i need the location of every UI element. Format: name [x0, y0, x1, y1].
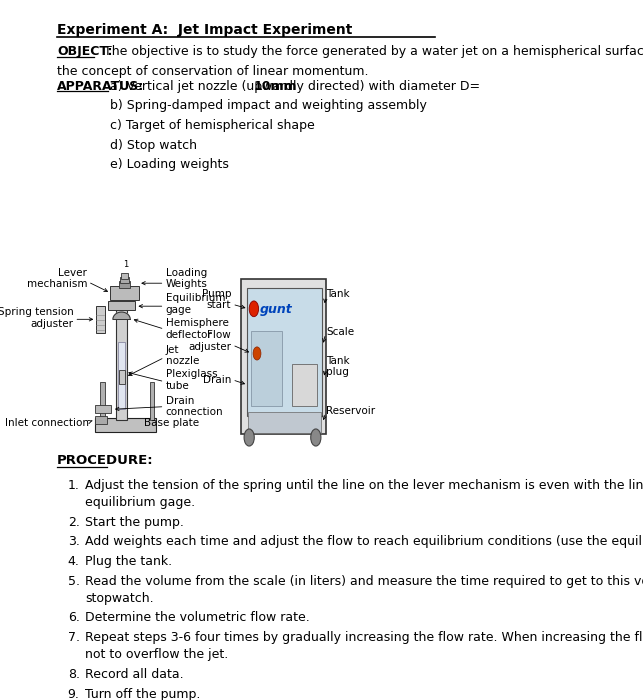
- Text: Base plate: Base plate: [144, 418, 199, 428]
- Text: 3.: 3.: [68, 536, 80, 548]
- Text: Adjust the tension of the spring until the line on the lever mechanism is even w: Adjust the tension of the spring until t…: [86, 479, 643, 492]
- FancyBboxPatch shape: [96, 305, 105, 333]
- Text: 8.: 8.: [68, 668, 80, 681]
- Text: PROCEDURE:: PROCEDURE:: [57, 454, 154, 467]
- Text: Repeat steps 3-6 four times by gradually increasing the flow rate. When increasi: Repeat steps 3-6 four times by gradually…: [86, 631, 643, 644]
- FancyBboxPatch shape: [120, 276, 129, 284]
- FancyBboxPatch shape: [248, 412, 321, 433]
- Text: Plexiglass
tube: Plexiglass tube: [166, 369, 217, 391]
- Circle shape: [311, 429, 321, 446]
- FancyBboxPatch shape: [291, 364, 316, 406]
- Text: equilibrium gage.: equilibrium gage.: [86, 496, 195, 509]
- Text: 6.: 6.: [68, 612, 80, 624]
- FancyBboxPatch shape: [247, 288, 322, 416]
- Text: gunt: gunt: [260, 303, 293, 316]
- FancyBboxPatch shape: [107, 301, 135, 310]
- FancyBboxPatch shape: [95, 405, 111, 413]
- Text: Scale: Scale: [327, 328, 354, 337]
- Text: OBJECT:: OBJECT:: [57, 45, 113, 58]
- Text: a) Vertical jet nozzle (upwardly directed) with diameter D=: a) Vertical jet nozzle (upwardly directe…: [109, 80, 480, 92]
- Text: b) Spring-damped impact and weighting assembly: b) Spring-damped impact and weighting as…: [109, 99, 426, 113]
- Text: Experiment A:  Jet Impact Experiment: Experiment A: Jet Impact Experiment: [57, 22, 352, 36]
- Text: Tank
plug: Tank plug: [327, 356, 350, 377]
- Text: 2.: 2.: [68, 516, 80, 528]
- Text: Drain
connection: Drain connection: [166, 395, 223, 417]
- Text: the concept of conservation of linear momentum.: the concept of conservation of linear mo…: [57, 64, 368, 78]
- Text: 10mm: 10mm: [254, 80, 297, 92]
- FancyBboxPatch shape: [241, 279, 325, 434]
- Text: Equilibrium
gage: Equilibrium gage: [166, 293, 225, 315]
- Text: Loading
Weights: Loading Weights: [166, 268, 208, 289]
- Text: not to overflow the jet.: not to overflow the jet.: [86, 648, 228, 662]
- Text: 9.: 9.: [68, 687, 80, 700]
- Text: 1.: 1.: [68, 479, 80, 492]
- Circle shape: [249, 301, 258, 316]
- FancyBboxPatch shape: [111, 286, 139, 300]
- Text: Hemisphere
deflector: Hemisphere deflector: [166, 318, 228, 340]
- Text: e) Loading weights: e) Loading weights: [109, 158, 228, 172]
- Text: 5.: 5.: [68, 575, 80, 588]
- Text: Determine the volumetric flow rate.: Determine the volumetric flow rate.: [86, 612, 310, 624]
- Text: 7.: 7.: [68, 631, 80, 644]
- FancyBboxPatch shape: [95, 419, 156, 432]
- Text: Read the volume from the scale (in liters) and measure the time required to get : Read the volume from the scale (in liter…: [86, 575, 643, 588]
- Text: Inlet connection: Inlet connection: [5, 418, 89, 428]
- FancyBboxPatch shape: [150, 382, 154, 420]
- FancyBboxPatch shape: [120, 281, 130, 288]
- Text: Drain: Drain: [203, 374, 231, 385]
- Text: Lever
mechanism: Lever mechanism: [27, 268, 87, 289]
- FancyBboxPatch shape: [118, 342, 125, 409]
- Text: stopwatch.: stopwatch.: [86, 592, 154, 605]
- Text: Spring tension
adjuster: Spring tension adjuster: [0, 307, 73, 329]
- Text: Start the pump.: Start the pump.: [86, 516, 184, 528]
- Polygon shape: [113, 312, 130, 319]
- Text: d) Stop watch: d) Stop watch: [109, 139, 197, 152]
- Circle shape: [244, 429, 254, 446]
- FancyBboxPatch shape: [119, 370, 125, 384]
- Text: APPARATUS:: APPARATUS:: [57, 80, 144, 92]
- FancyBboxPatch shape: [251, 331, 282, 406]
- Text: 4.: 4.: [68, 555, 80, 568]
- Text: Record all data.: Record all data.: [86, 668, 184, 681]
- FancyBboxPatch shape: [100, 382, 105, 420]
- FancyBboxPatch shape: [95, 416, 107, 423]
- Text: 1: 1: [123, 260, 128, 270]
- FancyBboxPatch shape: [121, 273, 128, 279]
- Circle shape: [253, 347, 261, 360]
- Text: Turn off the pump.: Turn off the pump.: [86, 687, 201, 700]
- Text: Pump
start: Pump start: [202, 289, 231, 310]
- Text: c) Target of hemispherical shape: c) Target of hemispherical shape: [109, 119, 314, 132]
- FancyBboxPatch shape: [116, 304, 127, 420]
- Text: Add weights each time and adjust the flow to reach equilibrium conditions (use t: Add weights each time and adjust the flo…: [86, 536, 643, 548]
- Text: Reservoir: Reservoir: [327, 406, 376, 416]
- Text: Flow
adjuster: Flow adjuster: [188, 330, 231, 352]
- Text: Tank: Tank: [327, 289, 350, 300]
- Text: The objective is to study the force generated by a water jet on a hemispherical : The objective is to study the force gene…: [96, 45, 643, 58]
- Text: Jet
nozzle: Jet nozzle: [166, 344, 199, 366]
- Text: Plug the tank.: Plug the tank.: [86, 555, 172, 568]
